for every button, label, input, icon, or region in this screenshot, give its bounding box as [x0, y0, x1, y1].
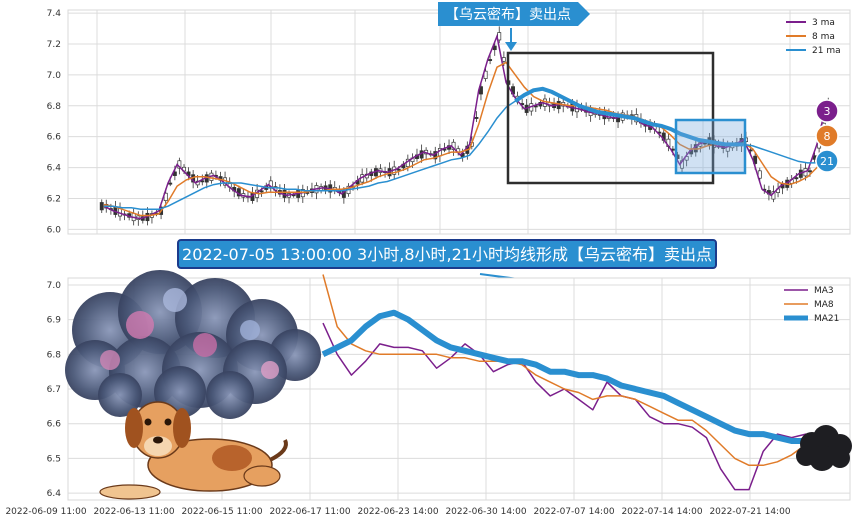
cloud-puff — [206, 371, 254, 419]
candle-body — [474, 117, 479, 119]
dog-illustration — [99, 401, 288, 500]
candle-body — [99, 202, 104, 211]
top-legend-label: 21 ma — [812, 46, 841, 56]
dog-hind-leg — [243, 465, 281, 487]
dog-front-paws — [99, 484, 161, 500]
cloud-highlight — [261, 361, 279, 379]
top-banner-arrowhead — [505, 42, 517, 51]
top-signal-box — [674, 118, 747, 175]
top-banner-text: 【乌云密布】卖出点 — [445, 6, 571, 23]
top-y-tick-label: 7.2 — [47, 40, 61, 50]
annotation-banner-text: 2022-07-05 13:00:00 3小时,8小时,21小时均线形成【乌云密… — [182, 245, 712, 264]
bottom-y-tick-label: 6.7 — [47, 385, 61, 395]
ma-badge-8: 8 — [815, 124, 839, 148]
bottom-legend-label: MA21 — [814, 314, 839, 324]
x-tick-label: 2022-06-15 11:00 — [181, 507, 262, 517]
storm-cloud-illustration — [65, 270, 321, 419]
bottom-y-tick-label: 6.9 — [47, 316, 62, 326]
ma-badge-label: 21 — [820, 155, 834, 168]
dog-nose — [153, 436, 163, 444]
bottom-series-line-MA3 — [322, 322, 821, 491]
annotation-banner-shape — [177, 239, 717, 269]
dark-cloud-puff — [809, 445, 835, 471]
bottom-y-tick-label: 7.0 — [47, 281, 62, 291]
dark-cloud-puff — [830, 448, 850, 468]
candle-body — [259, 190, 264, 193]
bottom-legend-label: MA3 — [814, 286, 834, 296]
top-legend-label: 3 ma — [812, 18, 835, 28]
top-ma21-emphasis — [514, 86, 744, 147]
bottom-legend: MA3 MA8 MA21 — [784, 286, 839, 324]
candle-body — [501, 57, 506, 62]
top-banner-shape — [438, 2, 590, 26]
top-legend: 3 ma 8 ma 21 ma — [786, 18, 841, 56]
candle-body — [168, 182, 173, 185]
x-tick-label: 2022-06-30 14:00 — [445, 507, 526, 517]
candle-body — [808, 170, 812, 173]
cloud-highlight — [163, 288, 187, 312]
bottom-series-line-MA8 — [322, 274, 821, 467]
top-y-tick-label: 6.4 — [47, 164, 62, 174]
ma-badge-3: 3 — [815, 99, 839, 123]
x-tick-label: 2022-06-13 11:00 — [93, 507, 174, 517]
x-tick-label: 2022-07-21 14:00 — [709, 507, 790, 517]
cloud-highlight — [240, 320, 260, 340]
x-tick-label: 2022-07-07 14:00 — [533, 507, 614, 517]
top-y-tick-label: 7.4 — [47, 9, 62, 19]
top-signal-banner: 【乌云密布】卖出点 — [438, 2, 590, 51]
ma-badge-label: 3 — [824, 105, 831, 118]
dog-ear-left — [125, 408, 143, 448]
ma-badge-circle — [815, 149, 839, 173]
top-y-tick-label: 6.0 — [47, 225, 62, 235]
x-tick-label: 2022-06-09 11:00 — [5, 507, 86, 517]
top-y-tick-label: 6.2 — [47, 194, 61, 204]
dog-spot — [212, 445, 252, 471]
cloud-highlight — [126, 311, 154, 339]
bottom-y-tick-label: 6.4 — [47, 489, 62, 499]
dog-ear-right — [173, 408, 191, 448]
candle-body — [200, 180, 205, 183]
bottom-series-line-MA21 — [321, 309, 821, 448]
x-tick-label: 2022-06-17 11:00 — [269, 507, 350, 517]
candle-body — [396, 168, 401, 171]
bottom-legend-label: MA8 — [814, 300, 834, 310]
dog-eye-left — [144, 418, 152, 426]
cloud-highlight — [193, 333, 217, 357]
candle-body — [794, 177, 799, 180]
top-y-tick-label: 6.6 — [47, 133, 62, 143]
top-y-tick-label: 6.8 — [47, 102, 62, 112]
dark-cloud-illustration — [796, 425, 852, 471]
annotation-banner: 2022-07-05 13:00:00 3小时,8小时,21小时均线形成【乌云密… — [177, 239, 717, 269]
top-y-tick-label: 7.0 — [47, 71, 62, 81]
bottom-y-tick-label: 6.5 — [47, 454, 61, 464]
cloud-puff — [98, 373, 142, 417]
ma-badge-circle — [815, 99, 839, 123]
bottom-y-tick-label: 6.8 — [47, 350, 62, 360]
bottom-y-tick-label: 6.6 — [47, 420, 62, 430]
ma-badge-21: 21 — [815, 149, 839, 173]
ma-badge-label: 8 — [824, 130, 831, 143]
top-focus-box — [506, 51, 715, 185]
dog-tail — [269, 439, 288, 462]
top-series-line-8-ma — [103, 61, 827, 217]
top-plot-area — [67, 9, 851, 235]
dog-eye-right — [164, 418, 172, 426]
ma-badge-circle — [815, 124, 839, 148]
x-tick-label: 2022-06-23 14:00 — [357, 507, 438, 517]
dog-muzzle — [144, 436, 172, 456]
x-tick-label: 2022-07-14 14:00 — [621, 507, 702, 517]
top-legend-label: 8 ma — [812, 32, 835, 42]
cloud-highlight — [100, 350, 120, 370]
candle-body — [488, 59, 493, 61]
